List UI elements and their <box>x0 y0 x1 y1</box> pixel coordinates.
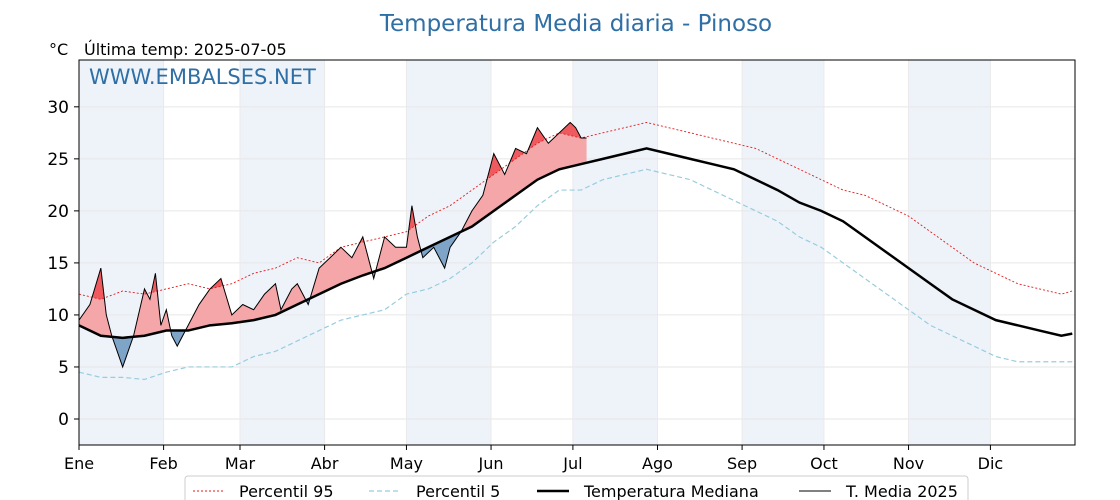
x-tick-label-Mar: Mar <box>225 454 256 473</box>
series-lines <box>78 121 1073 381</box>
x-tick-label-Ago: Ago <box>642 454 673 473</box>
legend-label-median: Temperatura Mediana <box>583 482 759 500</box>
legend-label-p5: Percentil 5 <box>416 482 500 500</box>
month-band-2 <box>239 60 325 445</box>
plot-frame <box>78 59 1076 446</box>
y-tick-label-15: 15 <box>47 254 69 274</box>
x-tick-label-Dic: Dic <box>978 454 1004 473</box>
month-band-10 <box>908 60 991 445</box>
y-tick-label-20: 20 <box>47 202 69 222</box>
line-median <box>78 147 1073 340</box>
y-tick-label-10: 10 <box>47 306 69 326</box>
y-axis-unit: °C <box>49 40 68 59</box>
y-tick-label-0: 0 <box>58 410 69 430</box>
legend-label-p95: Percentil 95 <box>239 482 334 500</box>
line-p95 <box>78 121 1073 300</box>
y-tick-label-30: 30 <box>47 98 69 118</box>
month-band-8 <box>742 60 824 445</box>
month-bands <box>79 60 991 445</box>
x-tick-label-Jul: Jul <box>562 454 582 473</box>
month-band-6 <box>572 60 658 445</box>
chart-title: Temperatura Media diaria - Pinoso <box>379 11 772 37</box>
y-axis-ticks: 0 5 10 15 20 25 30 <box>47 98 79 430</box>
line-media2025 <box>78 121 587 369</box>
x-tick-label-Ene: Ene <box>64 454 94 473</box>
legend-label-media2025: T. Media 2025 <box>845 482 958 500</box>
x-tick-label-Sep: Sep <box>727 454 757 473</box>
last-temp-label: Última temp: 2025-07-05 <box>84 40 287 59</box>
x-tick-label-Abr: Abr <box>311 454 339 473</box>
y-tick-label-25: 25 <box>47 150 69 170</box>
watermark: WWW.EMBALSES.NET <box>89 65 316 89</box>
x-tick-label-Oct: Oct <box>810 454 838 473</box>
x-axis-ticks: Ene Feb Mar Abr May Jun Jul Ago Sep Oct Nov Dic <box>64 445 1003 473</box>
y-tick-label-5: 5 <box>58 358 69 378</box>
x-tick-label-Jun: Jun <box>478 454 504 473</box>
x-tick-label-Feb: Feb <box>149 454 177 473</box>
legend-box <box>184 475 969 500</box>
x-tick-label-Nov: Nov <box>893 454 924 473</box>
x-tick-label-May: May <box>390 454 423 473</box>
month-band-0 <box>79 60 164 445</box>
legend: Percentil 95 Percentil 5 Temperatura Med… <box>184 475 969 500</box>
line-p5 <box>78 168 1073 381</box>
